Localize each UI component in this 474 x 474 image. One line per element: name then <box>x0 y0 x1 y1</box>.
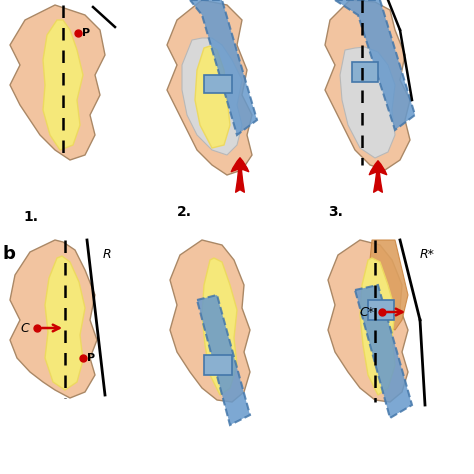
Text: R*: R* <box>420 248 435 261</box>
Polygon shape <box>202 258 237 395</box>
Bar <box>204 75 232 93</box>
Polygon shape <box>167 0 252 175</box>
Text: R: R <box>103 248 111 261</box>
Bar <box>352 62 378 82</box>
Polygon shape <box>190 0 257 135</box>
Text: P: P <box>87 353 95 363</box>
Polygon shape <box>43 20 83 150</box>
Polygon shape <box>197 295 250 425</box>
Text: b: b <box>3 245 16 263</box>
Polygon shape <box>328 240 408 402</box>
Polygon shape <box>355 285 412 418</box>
Text: P: P <box>82 28 90 38</box>
Text: C*: C* <box>359 306 374 319</box>
Bar <box>204 355 232 375</box>
Polygon shape <box>340 47 395 158</box>
Polygon shape <box>182 38 242 155</box>
Polygon shape <box>335 0 415 130</box>
Polygon shape <box>45 256 85 390</box>
Polygon shape <box>325 0 410 170</box>
Text: 3.: 3. <box>328 205 343 219</box>
Text: 2.: 2. <box>177 205 192 219</box>
Polygon shape <box>10 5 105 160</box>
Polygon shape <box>360 258 395 395</box>
Polygon shape <box>170 240 250 402</box>
Polygon shape <box>370 240 408 330</box>
Polygon shape <box>10 240 97 398</box>
Bar <box>368 300 394 320</box>
Text: C: C <box>20 321 29 335</box>
Polygon shape <box>195 46 230 148</box>
Text: 1.: 1. <box>23 210 38 224</box>
